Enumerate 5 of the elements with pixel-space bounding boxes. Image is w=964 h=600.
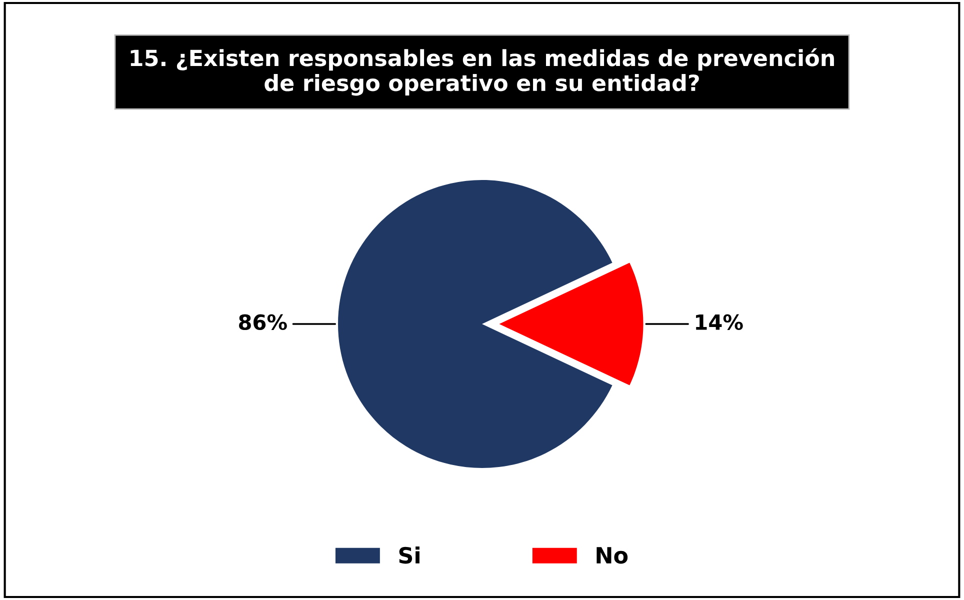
data-label: 86% [239,314,287,330]
legend-label: No [596,547,628,564]
chart-title: 15. ¿Existen responsables en las medidas de prevención de riesgo operativo en su entidad? [130,48,834,96]
data-label: 14% [696,314,743,330]
legend-label: Si [399,546,420,564]
